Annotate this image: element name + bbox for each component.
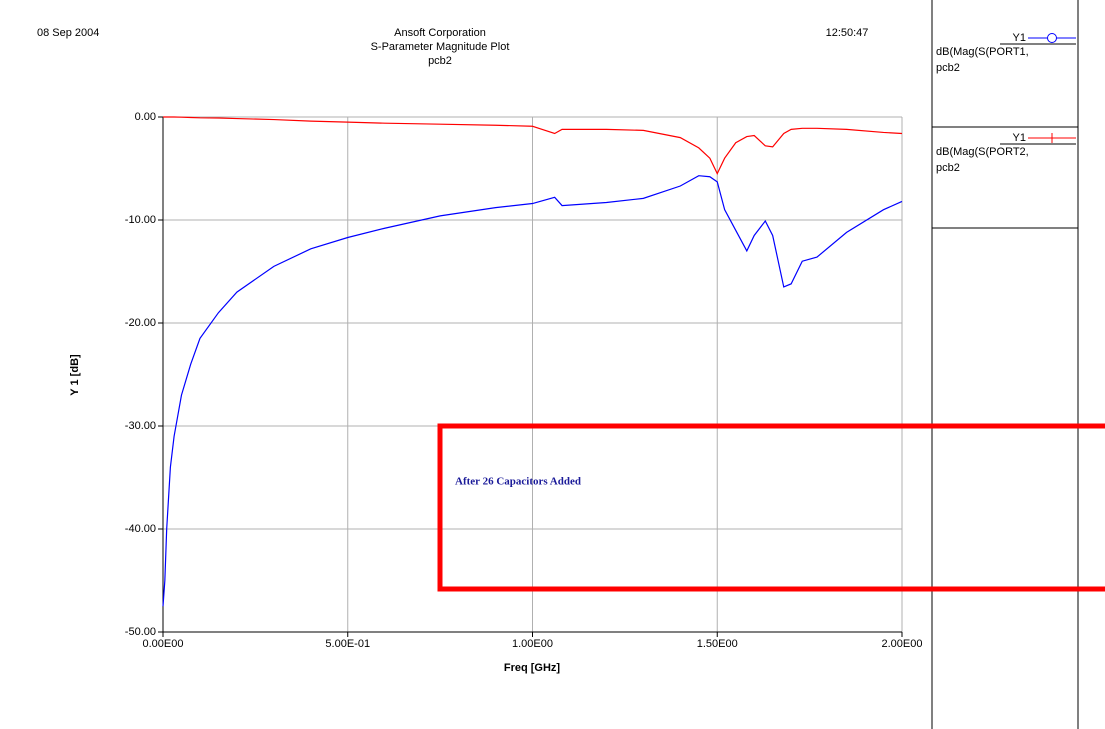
series-line [162,175,903,607]
x-tick-label: 1.50E00 [697,638,738,650]
legend-name: dB(Mag(S(PORT1, [936,46,1029,58]
date: 08 Sep 2004 [37,27,99,39]
legend-axis: Y1 [1013,32,1026,44]
y-tick-label: 0.00 [135,111,156,123]
x-tick-label: 2.00E00 [882,638,923,650]
time: 12:50:47 [826,27,869,39]
legend-axis: Y1 [1013,132,1026,144]
y-tick-label: -20.00 [125,317,156,329]
annotation-box [437,423,1105,592]
y-tick-label: -50.00 [125,626,156,638]
series-line [163,116,903,176]
chart-title: S-Parameter Magnitude Plot [371,41,510,53]
legend-design: pcb2 [936,62,960,74]
y-tick-label: -40.00 [125,523,156,535]
y-tick-label: -30.00 [125,420,156,432]
x-tick-label: 0.00E00 [143,638,184,650]
x-tick-label: 5.00E-01 [325,638,370,650]
y-axis-label: Y 1 [dB] [69,354,81,396]
x-axis-label: Freq [GHz] [504,662,561,674]
legend-name: dB(Mag(S(PORT2, [936,146,1029,158]
y-tick-label: -10.00 [125,214,156,226]
annotation: After 26 Capacitors Added [455,476,581,488]
chart-subtitle: pcb2 [428,55,452,67]
company: Ansoft Corporation [394,27,486,39]
legend-marker [1047,33,1057,43]
legend-design: pcb2 [936,162,960,174]
x-tick-label: 1.00E00 [512,638,553,650]
